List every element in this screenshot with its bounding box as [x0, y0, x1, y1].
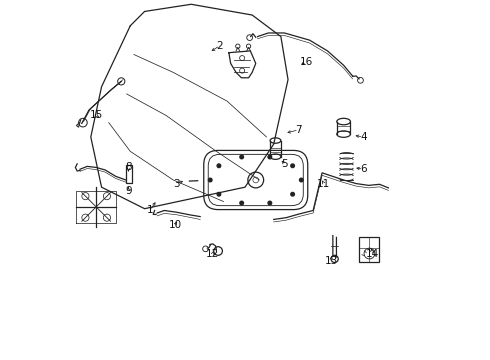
Circle shape: [291, 164, 294, 167]
Text: 4: 4: [360, 132, 367, 142]
Text: 8: 8: [125, 162, 132, 172]
Circle shape: [291, 193, 294, 196]
Bar: [126, 165, 132, 183]
Circle shape: [217, 193, 220, 196]
Text: 1: 1: [147, 206, 153, 216]
Text: 3: 3: [173, 179, 180, 189]
Circle shape: [299, 178, 303, 182]
Text: 7: 7: [295, 125, 302, 135]
Circle shape: [240, 155, 244, 159]
Text: 10: 10: [169, 220, 182, 230]
Circle shape: [217, 164, 220, 167]
Bar: [359, 237, 379, 262]
Text: 14: 14: [366, 248, 379, 258]
Text: 15: 15: [90, 111, 103, 121]
Text: 6: 6: [360, 164, 367, 174]
Circle shape: [268, 155, 271, 159]
Text: 11: 11: [317, 179, 331, 189]
Circle shape: [240, 201, 244, 205]
Text: 13: 13: [324, 256, 338, 266]
Circle shape: [268, 201, 271, 205]
Text: 5: 5: [281, 159, 288, 169]
Circle shape: [208, 178, 212, 182]
Text: 2: 2: [217, 41, 223, 50]
Text: 9: 9: [125, 186, 132, 196]
Text: 16: 16: [299, 57, 313, 67]
Text: 12: 12: [206, 248, 220, 258]
